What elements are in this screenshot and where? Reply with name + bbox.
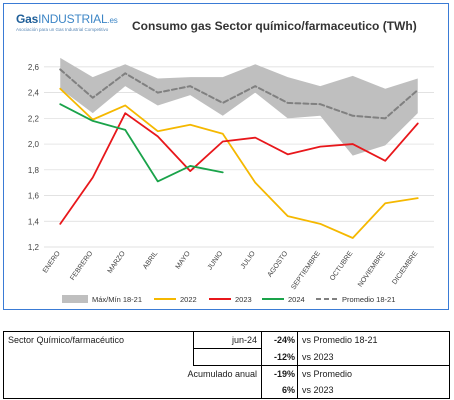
chart-title: Consumo gas Sector químico/farmaceutico … — [132, 19, 417, 33]
pct-description: vs Promedio 18-21 — [297, 331, 450, 349]
sector-label: Sector Químico/farmacéutico — [3, 331, 194, 349]
line-chart: 1,2 1,4 1,6 1,8 2,0 2,2 2,4 2,6 ENERO FEBRERO MARZ… — [28, 57, 434, 304]
x-tick-label: FEBRERO — [69, 250, 94, 282]
pct-value: -24% — [261, 331, 298, 349]
x-tick-label: SEPTIEMBRE — [290, 250, 322, 291]
x-tick-label: NOVIEMBRE — [357, 250, 387, 289]
pct-value: -19% — [261, 365, 298, 382]
table-row: 6% vs 2023 — [3, 382, 450, 399]
x-tick-label: OCTUBRE — [329, 250, 355, 282]
band-max-min — [60, 57, 418, 156]
pct-value: -12% — [261, 348, 298, 366]
series-line-2023 — [59, 112, 419, 225]
y-tick-label: 2,6 — [28, 63, 40, 72]
x-tick-label: ENERO — [42, 250, 62, 275]
legend-label: Máx/Mín 18-21 — [92, 295, 142, 304]
x-tick-label: DICIEMBRE — [391, 250, 419, 286]
legend-swatch-band — [62, 295, 88, 303]
accum-label: Acumulado anual — [3, 365, 262, 382]
summary-table: Sector Químico/farmacéutico jun-24 -24% … — [3, 331, 450, 399]
y-tick-label: 2,4 — [28, 89, 40, 98]
x-tick-label: AGOSTO — [267, 250, 290, 279]
y-tick-label: 1,4 — [28, 217, 40, 226]
table-row: Sector Químico/farmacéutico jun-24 -24% … — [3, 331, 450, 349]
gasindustrial-logo: GasINDUSTRIAL.es Asociación para un Gas … — [16, 12, 126, 42]
table-row: Acumulado anual -19% vs Promedio — [3, 365, 450, 382]
pct-description: vs 2023 — [297, 382, 450, 399]
period-label: jun-24 — [193, 331, 262, 349]
series-line-2022 — [59, 87, 419, 239]
table-row: -12% vs 2023 — [3, 348, 450, 366]
x-tick-label: MARZO — [107, 250, 128, 275]
logo-industrial: INDUSTRIAL — [38, 12, 108, 26]
x-tick-label: JULIO — [240, 250, 257, 271]
pct-description: vs Promedio — [297, 365, 450, 382]
logo-tagline: Asociación para un Gas Industrial Compet… — [16, 27, 109, 32]
y-tick-label: 1,2 — [28, 243, 40, 252]
x-tick-label: JUNIO — [207, 250, 225, 272]
series-line-2024 — [59, 103, 224, 183]
legend-label: 2023 — [235, 295, 252, 304]
logo-tld: .es — [107, 16, 118, 25]
series-line-promedio-18-21 — [59, 68, 419, 120]
legend-label: 2024 — [288, 295, 305, 304]
y-tick-label: 1,8 — [28, 166, 40, 175]
y-tick-label: 1,6 — [28, 192, 40, 201]
pct-value: 6% — [261, 382, 298, 399]
logo-gas: Gas — [16, 12, 39, 26]
y-tick-label: 2,0 — [28, 140, 40, 149]
legend-label: 2022 — [180, 295, 197, 304]
chart-frame: 1,2 1,4 1,6 1,8 2,0 2,2 2,4 2,6 ENERO FEBRERO MARZ… — [3, 3, 449, 310]
legend-label: Promedio 18-21 — [342, 295, 395, 304]
pct-description: vs 2023 — [297, 348, 450, 366]
x-tick-label: MAYO — [175, 250, 193, 271]
x-tick-label: ABRIL — [142, 250, 159, 271]
y-tick-label: 2,2 — [28, 114, 40, 123]
